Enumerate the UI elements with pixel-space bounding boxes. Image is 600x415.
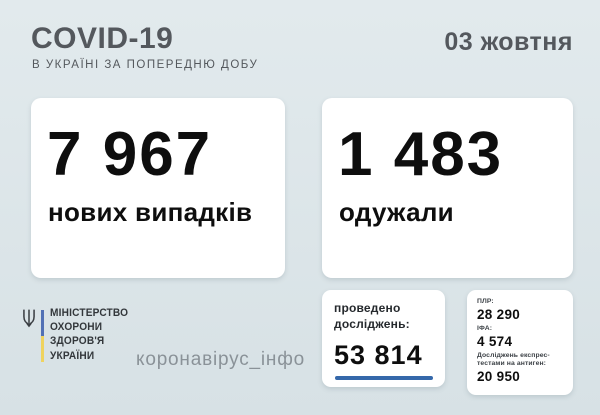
tryzub-icon <box>23 309 35 328</box>
page-subtitle: В УКРАЇНІ ЗА ПОПЕРЕДНЮ ДОБУ <box>32 59 259 71</box>
page-title: COVID-19 <box>31 22 174 55</box>
channel-handle: коронавірус_інфо <box>136 349 306 370</box>
test-breakdown-card: ПЛР: 28 290 ІФА: 4 574 Досліджень експре… <box>467 290 573 396</box>
ministry-logo-text: МІНІСТЕРСТВО ОХОРОНИ ЗДОРОВ'Я УКРАЇНИ <box>50 306 128 363</box>
elisa-label: ІФА: <box>477 325 493 333</box>
tests-value: 53 814 <box>334 339 423 370</box>
ukraine-flag-bar-icon <box>41 310 44 362</box>
accent-underline <box>335 375 433 380</box>
tests-card: проведено досліджень: 53 814 <box>322 290 445 387</box>
ministry-line: ОХОРОНИ <box>50 321 103 334</box>
report-date: 03 жовтня <box>444 28 573 56</box>
tests-label: проведено досліджень: <box>334 301 410 331</box>
elisa-value: 4 574 <box>477 334 513 350</box>
new-cases-label: нових випадків <box>48 197 253 227</box>
ministry-line: УКРАЇНИ <box>50 349 95 362</box>
recovered-value: 1 483 <box>338 120 504 189</box>
recovered-label: одужали <box>339 197 454 227</box>
new-cases-card: 7 967 нових випадків <box>31 98 285 278</box>
new-cases-value: 7 967 <box>47 120 213 189</box>
pcr-label: ПЛР: <box>477 298 494 305</box>
ministry-line: ЗДОРОВ'Я <box>50 335 105 348</box>
recovered-card: 1 483 одужали <box>322 98 573 278</box>
ministry-line: МІНІСТЕРСТВО <box>50 307 129 319</box>
antigen-tests-value: 20 950 <box>477 369 521 385</box>
pcr-value: 28 290 <box>477 307 521 323</box>
antigen-tests-label: Досліджень експрес-тестами на антиген: <box>477 352 550 368</box>
